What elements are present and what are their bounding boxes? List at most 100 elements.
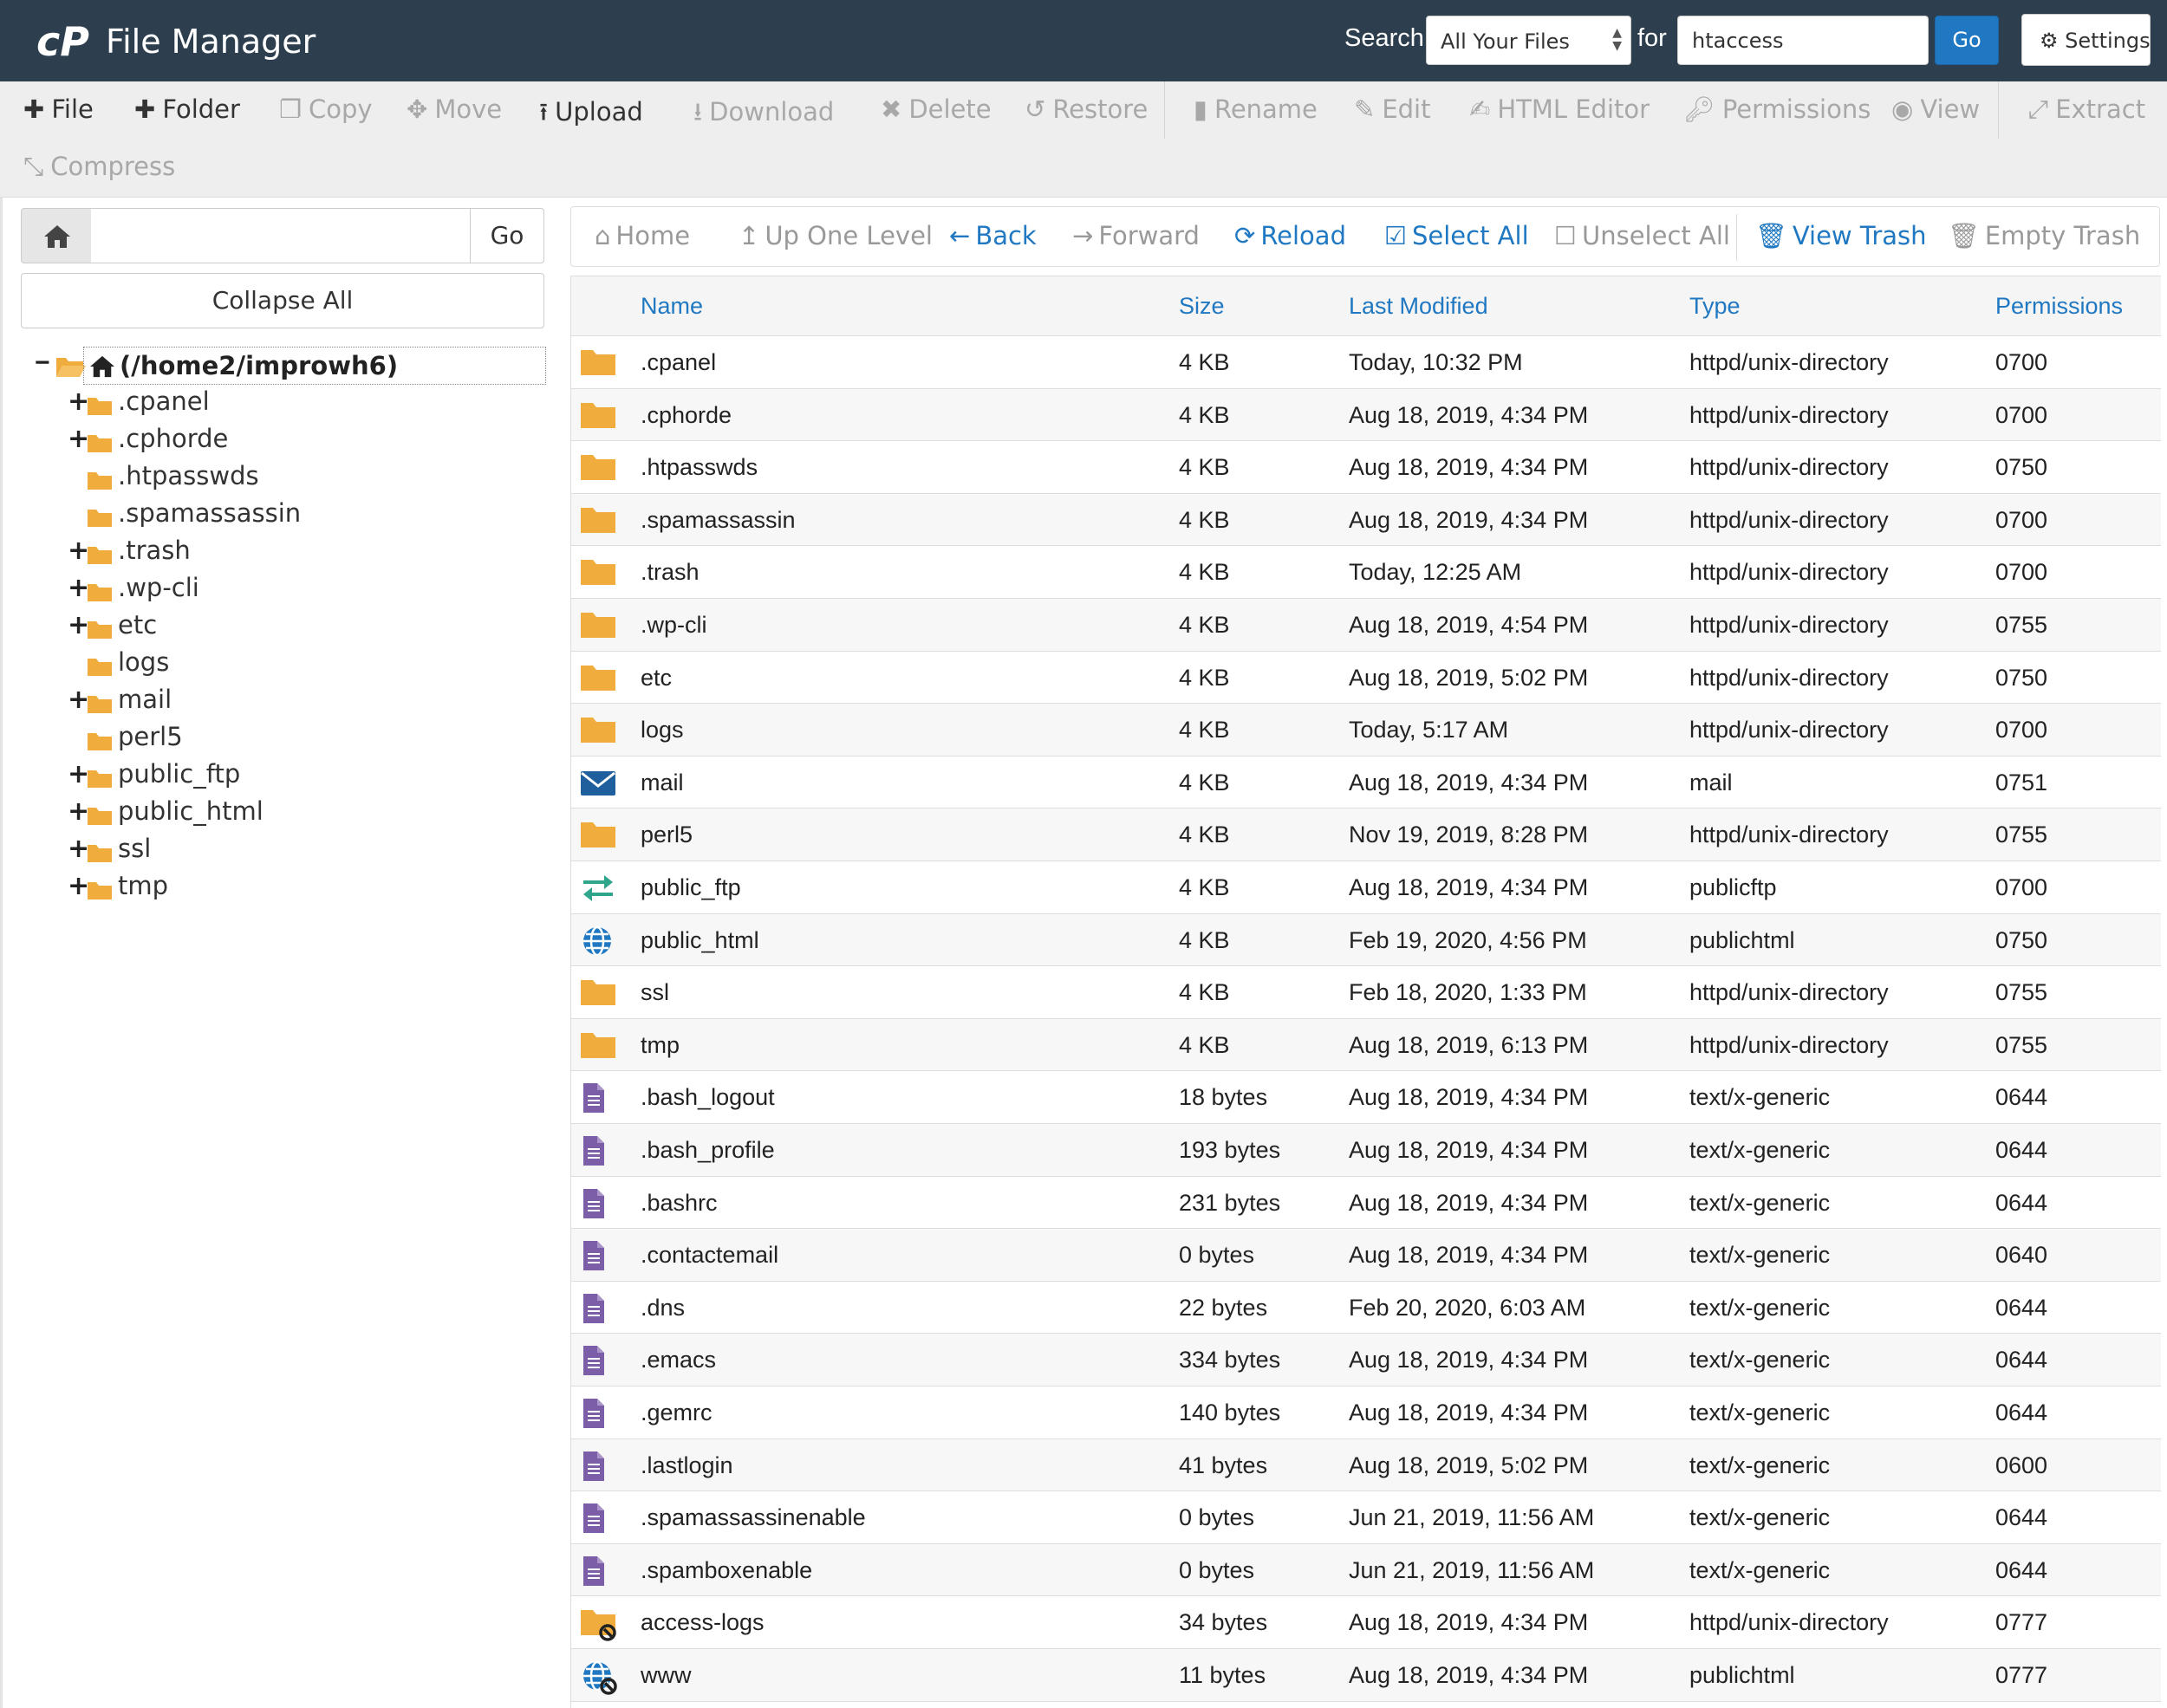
select-all-button[interactable]: ☑ Select All [1384,221,1529,250]
file-name[interactable]: .spamassassinenable [641,1504,866,1531]
html-editor-button[interactable]: ✍ HTML Editor [1469,94,1650,124]
table-row[interactable]: www 11 bytes Aug 18, 2019, 4:34 PM publicht… [571,1649,2161,1702]
table-row[interactable]: .trash 4 KB Today, 12:25 AM httpd/unix-dire… [571,546,2161,599]
file-name[interactable]: public_ftp [641,874,741,900]
table-row[interactable]: public_html 4 KB Feb 19, 2020, 4:56 PM publ… [571,913,2161,967]
table-row[interactable]: etc 4 KB Aug 18, 2019, 5:02 PM httpd/unix-d… [571,651,2161,705]
table-row[interactable]: .bash_profile 193 bytes Aug 18, 2019, 4:34… [571,1124,2161,1177]
table-row[interactable]: .spamassassinenable 0 bytes Jun 21, 2019, … [571,1491,2161,1544]
download-button[interactable]: ⭳ Download [693,94,834,137]
file-name[interactable]: .bash_profile [641,1137,775,1163]
file-name[interactable]: ssl [641,979,669,1006]
view-trash-button[interactable]: 🗑︎ View Trash [1755,221,1927,250]
expand-plus-icon[interactable]: + [68,796,90,827]
file-name[interactable]: .gemrc [641,1400,713,1425]
file-name[interactable]: .htpasswds [641,454,758,481]
table-row[interactable]: perl5 4 KB Nov 19, 2019, 8:28 PM httpd/unix… [571,809,2161,861]
delete-button[interactable]: ✖ Delete [881,94,992,124]
file-name[interactable]: .spamboxenable [641,1556,813,1583]
file-name[interactable]: .bash_logout [641,1084,775,1111]
file-name[interactable]: .lastlogin [641,1451,733,1478]
collapse-all-button[interactable]: Collapse All [21,273,544,328]
column-name-header[interactable]: Name [641,293,704,319]
table-row[interactable]: .contactemail 0 bytes Aug 18, 2019, 4:34 P… [571,1229,2161,1282]
table-row[interactable]: .htpasswds 4 KB Aug 18, 2019, 4:34 PM httpd… [571,441,2161,494]
home-path-button[interactable] [21,208,92,263]
back-button[interactable]: ← Back [949,221,1037,250]
tree-root-selected[interactable] [83,347,546,385]
file-name[interactable]: .dns [641,1294,686,1321]
home-button[interactable]: ⌂ Home [595,221,691,250]
restore-button[interactable]: ↺ Restore [1025,94,1149,124]
table-row[interactable]: .cphorde 4 KB Aug 18, 2019, 4:34 PM httpd/u… [571,388,2161,442]
column-size-header[interactable]: Size [1179,293,1225,319]
move-button[interactable]: ✥ Move [407,94,503,124]
file-name[interactable]: access-logs [641,1609,765,1636]
table-row[interactable]: .cpanel 4 KB Today, 10:32 PM httpd/unix-dir… [571,336,2161,389]
expand-plus-icon[interactable]: + [68,871,90,901]
expand-plus-icon[interactable]: + [68,424,90,454]
settings-button[interactable]: ⚙ Settings [2021,14,2151,66]
tree-root-label[interactable]: (/home2/improwh6) [120,351,399,380]
unselect-all-button[interactable]: ☐ Unselect All [1554,221,1730,250]
cpanel-logo-icon[interactable]: cP [35,19,92,62]
expand-plus-icon[interactable]: + [68,573,90,603]
table-row[interactable]: .spamboxenable 0 bytes Jun 21, 2019, 11:56… [571,1543,2161,1597]
path-go-button[interactable]: Go [470,208,544,263]
extract-button[interactable]: ⤢ Extract [2028,94,2146,124]
empty-trash-button[interactable]: 🗑︎ Empty Trash [1948,221,2141,250]
file-button[interactable]: ✚ File [23,94,94,124]
expand-plus-icon[interactable]: + [68,759,90,789]
table-row[interactable]: .lastlogin 41 bytes Aug 18, 2019, 5:02 PM t… [571,1438,2161,1492]
expand-plus-icon[interactable]: + [68,610,90,640]
file-name[interactable]: perl5 [641,822,693,848]
column-permissions-header[interactable]: Permissions [1995,293,2124,319]
edit-button[interactable]: ✎ Edit [1354,94,1431,124]
file-name[interactable]: logs [641,717,684,744]
file-name[interactable]: .bashrc [641,1189,718,1216]
reload-button[interactable]: ⟳ Reload [1234,221,1346,250]
search-input[interactable] [1677,16,1929,65]
file-name[interactable]: .spamassassin [641,506,796,533]
up-one-level-button[interactable]: ↥ Up One Level [739,221,933,250]
table-row[interactable]: access-logs 34 bytes Aug 18, 2019, 4:34 PM… [571,1596,2161,1649]
table-row[interactable]: ssl 4 KB Feb 18, 2020, 1:33 PM httpd/unix-d… [571,966,2161,1019]
table-row[interactable]: .spamassassin 4 KB Aug 18, 2019, 4:34 PM ht… [571,493,2161,547]
file-name[interactable]: .wp-cli [641,612,707,638]
file-name[interactable]: .contactemail [641,1242,779,1269]
table-row[interactable]: .bash_logout 18 bytes Aug 18, 2019, 4:34 P… [571,1071,2161,1124]
search-scope-select[interactable]: All Your Files ▲ ▼ [1426,16,1631,65]
file-name[interactable]: www [641,1662,692,1688]
permissions-button[interactable]: 🔑︎ Permissions [1683,94,1871,124]
view-button[interactable]: ◉ View [1891,94,1981,124]
table-row[interactable]: public_ftp 4 KB Aug 18, 2019, 4:34 PM publi… [571,861,2161,914]
column-type-header[interactable]: Type [1689,293,1741,319]
expand-plus-icon[interactable]: + [68,685,90,715]
table-row[interactable]: .emacs 334 bytes Aug 18, 2019, 4:34 PM text… [571,1334,2161,1387]
expand-plus-icon[interactable]: + [68,386,90,417]
file-name[interactable]: mail [641,769,684,796]
collapse-root-icon[interactable]: − [35,348,50,377]
expand-plus-icon[interactable]: + [68,536,90,566]
file-name[interactable]: etc [641,664,673,691]
table-row[interactable]: .wp-cli 4 KB Aug 18, 2019, 4:54 PM httpd/un… [571,599,2161,652]
expand-plus-icon[interactable]: + [68,834,90,864]
file-name[interactable]: public_html [641,926,759,953]
file-name[interactable]: .cphorde [641,401,732,428]
file-name[interactable]: .trash [641,559,700,586]
compress-button[interactable]: ⤡ Compress [23,152,176,181]
rename-button[interactable]: ▮ Rename [1194,94,1318,124]
folder-button[interactable]: ✚ Folder [134,94,240,124]
table-row[interactable]: .gemrc 140 bytes Aug 18, 2019, 4:34 PM text… [571,1387,2161,1439]
copy-button[interactable]: ❐ Copy [279,94,373,124]
search-go-button[interactable]: Go [1935,16,1999,65]
file-name[interactable]: .emacs [641,1347,717,1374]
path-input[interactable] [91,208,471,263]
table-row[interactable]: logs 4 KB Today, 5:17 AM httpd/unix-directo… [571,704,2161,757]
file-name[interactable]: .cpanel [641,349,717,375]
table-row[interactable]: tmp 4 KB Aug 18, 2019, 6:13 PM httpd/unix-d… [571,1018,2161,1072]
table-row[interactable]: mail 4 KB Aug 18, 2019, 4:34 PM mail 0751 [571,756,2161,809]
column-modified-header[interactable]: Last Modified [1349,293,1488,319]
upload-button[interactable]: ⭱ Upload [539,94,643,137]
file-name[interactable]: tmp [641,1031,680,1058]
